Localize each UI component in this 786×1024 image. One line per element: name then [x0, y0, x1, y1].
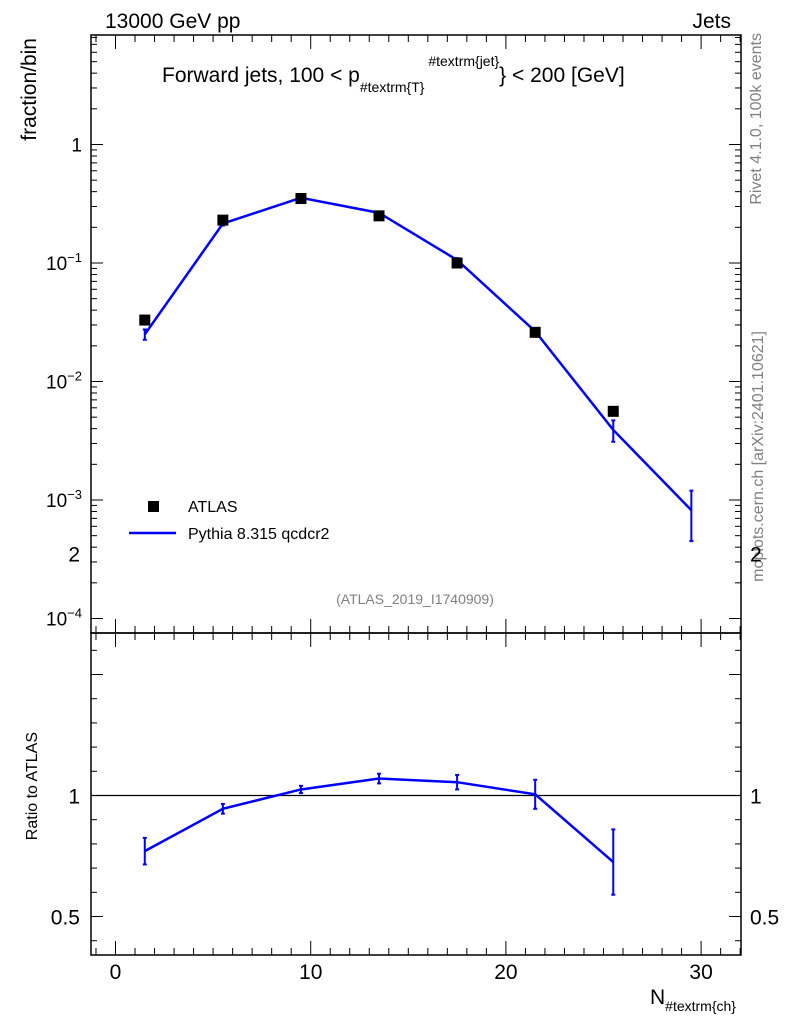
plot-title-subscript: #textrm{T} — [360, 79, 425, 95]
ratio-line — [144, 777, 615, 863]
legend-pythia-label: Pythia 8.315 qcdcr2 — [188, 526, 330, 543]
ratio-ytick-label: 0.5 — [51, 907, 80, 930]
legend-atlas-marker — [148, 501, 159, 512]
main-ytick-label-exponent: −3 — [67, 487, 82, 502]
plot-title-superscript: #textrm{jet} — [428, 53, 499, 69]
main-ytick-label-base: 10 — [46, 373, 67, 394]
main-ytick-label-base: 1 — [71, 136, 82, 157]
main-ytick-label-base: 10 — [46, 610, 67, 631]
xaxis-title-base: N — [650, 986, 665, 1009]
xaxis-title: N#textrm{ch} — [650, 986, 736, 1014]
ratio-ytick-label-right: 0.5 — [750, 907, 779, 930]
atlas-data-point — [295, 193, 307, 205]
ratio-ylabel: Ratio to ATLAS — [24, 732, 41, 840]
header-energy-label: 13000 GeV pp — [105, 10, 240, 33]
analysis-id-label: (ATLAS_2019_I1740909) — [336, 591, 494, 607]
x-axes: 0 10 20 30 — [95, 35, 741, 984]
main-ytick-label-exponent: −4 — [67, 606, 82, 621]
ratio-ytick-label-right: 2 — [750, 544, 762, 567]
main-marks — [139, 193, 694, 543]
ratio-plot-frame — [90, 632, 742, 956]
legend-atlas-label: ATLAS — [188, 499, 238, 516]
atlas-data-point — [217, 214, 229, 226]
main-ytick-label-base: 10 — [46, 254, 67, 275]
plot-title: Forward jets, 100 < p#textrm{T} #textrm{… — [162, 53, 625, 95]
main-ytick-label-exponent: −2 — [67, 369, 82, 384]
mcplots-label: mcplots.cern.ch [arXiv:2401.10621] — [750, 331, 767, 582]
plot-title-suffix: } < 200 [GeV] — [499, 64, 625, 87]
mc-line — [143, 196, 693, 512]
main-ylabel: fraction/bin — [18, 38, 41, 141]
ratio-axes: 0.5 0.5 1 1 2 2 — [51, 544, 779, 942]
atlas-data-point — [139, 314, 151, 326]
ratio-ytick-label: 1 — [68, 786, 80, 809]
main-ytick-label: 10−1 — [46, 250, 82, 275]
xtick-label: 30 — [689, 961, 712, 984]
main-ytick-label-base: 10 — [46, 491, 67, 512]
main-ytick-label: 10−4 — [46, 606, 82, 631]
main-plot-frame — [90, 34, 742, 634]
xtick-label: 20 — [494, 961, 517, 984]
rivet-version-label: Rivet 4.1.0, 100k events — [748, 33, 765, 205]
main-ytick-label: 1 — [71, 136, 82, 157]
atlas-data-point — [607, 405, 619, 417]
main-axes: 110−110−210−310−4 — [46, 36, 741, 631]
ratio-ytick-label-right: 1 — [750, 786, 762, 809]
xtick-label: 0 — [110, 961, 122, 984]
atlas-data-point — [451, 257, 463, 269]
ratio-ytick-label: 2 — [68, 544, 80, 567]
main-ytick-label: 10−3 — [46, 487, 82, 512]
plot-title-prefix: Forward jets, 100 < p — [162, 64, 360, 87]
atlas-data-point — [373, 210, 385, 222]
main-ytick-label-exponent: −1 — [67, 250, 82, 265]
xaxis-title-subscript: #textrm{ch} — [665, 998, 736, 1014]
header-jets-label: Jets — [692, 10, 731, 33]
atlas-data-point — [529, 326, 541, 338]
ratio-marks — [142, 772, 616, 896]
main-ytick-label: 10−2 — [46, 369, 82, 394]
xtick-label: 10 — [299, 961, 322, 984]
